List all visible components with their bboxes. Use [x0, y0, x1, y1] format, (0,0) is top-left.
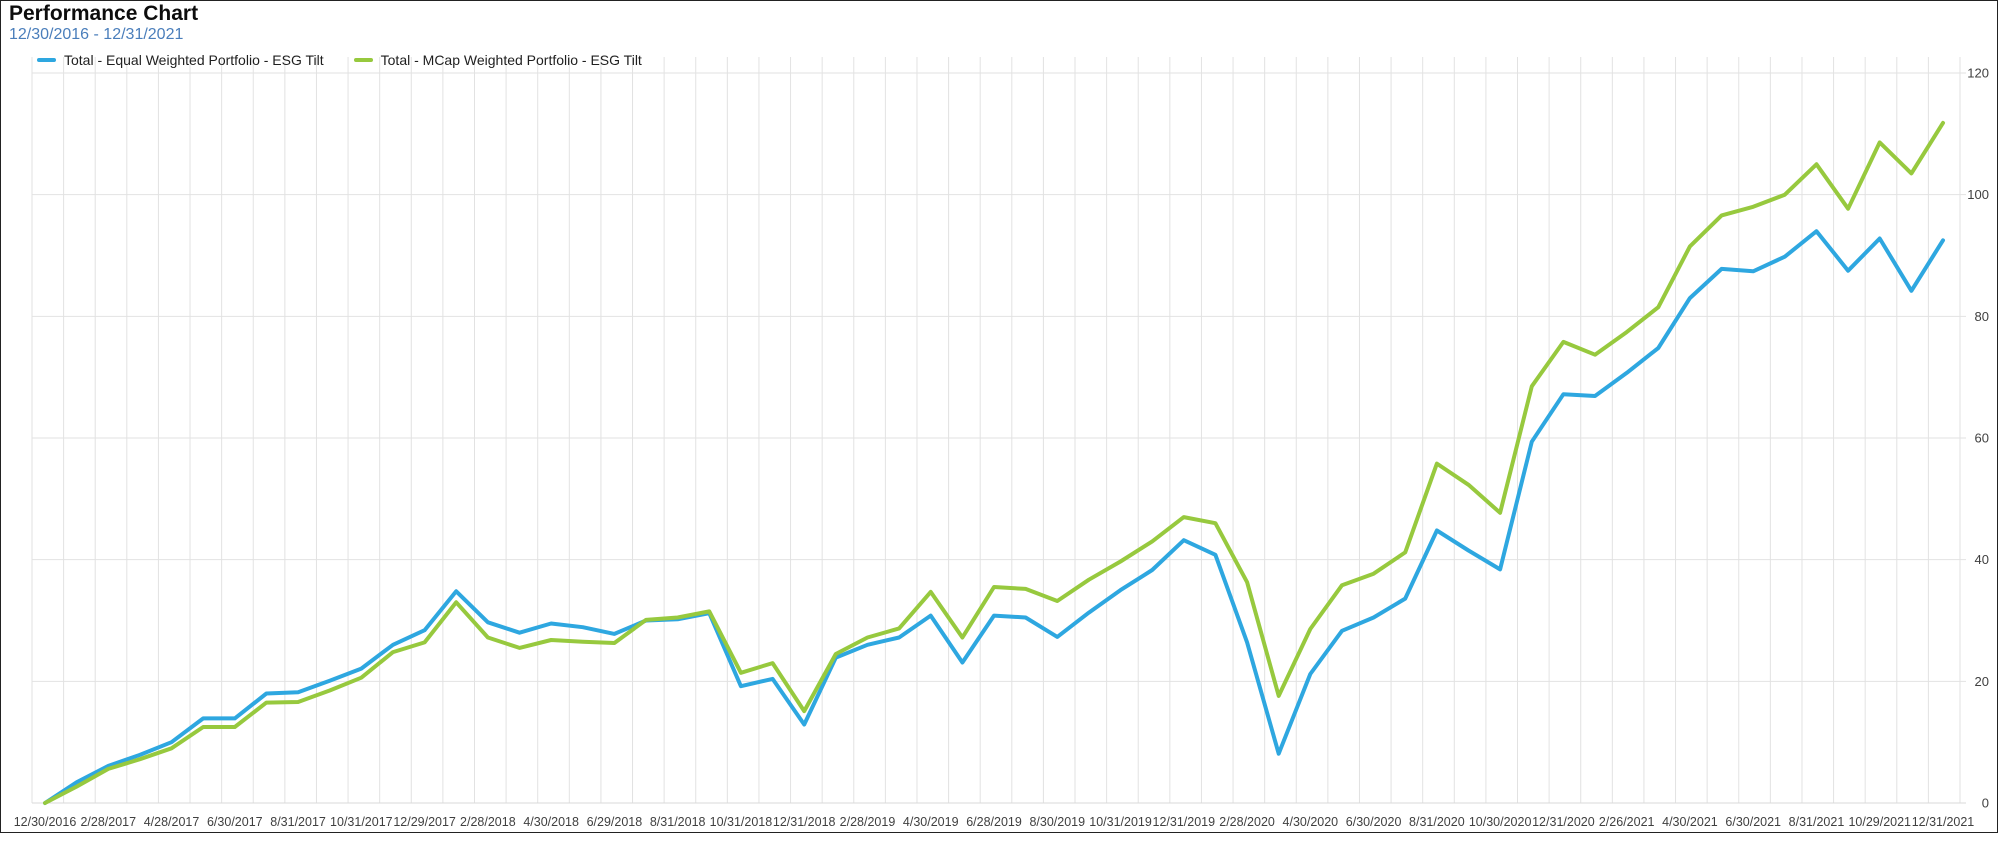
- x-tick-label: 10/29/2021: [1848, 815, 1911, 829]
- series-line-equal-weighted: [43, 229, 1945, 805]
- x-tick-label: 8/30/2019: [1029, 815, 1085, 829]
- x-tick-label: 4/30/2018: [523, 815, 579, 829]
- x-tick-label: 12/30/2016: [14, 815, 77, 829]
- series-line-mcap-weighted: [43, 120, 1945, 805]
- vertical-gridlines: [31, 57, 1961, 803]
- x-tick-label: 6/30/2020: [1346, 815, 1402, 829]
- y-tick-label: 40: [1975, 552, 1989, 567]
- x-tick-label: 2/26/2021: [1599, 815, 1655, 829]
- legend-swatch-mcap-weighted-icon: [353, 58, 373, 62]
- x-tick-label: 2/28/2018: [460, 815, 516, 829]
- x-tick-label: 4/30/2019: [903, 815, 959, 829]
- x-tick-label: 12/29/2017: [393, 815, 456, 829]
- y-tick-label: 100: [1967, 187, 1989, 202]
- x-axis-labels: 12/30/2016 2/28/2017 4/28/2017 6/30/2017 8/3…: [14, 815, 1975, 829]
- x-tick-label: 8/31/2017: [270, 815, 326, 829]
- x-tick-label: 6/30/2021: [1725, 815, 1781, 829]
- x-tick-label: 12/31/2018: [773, 815, 836, 829]
- y-tick-label: 20: [1975, 674, 1989, 689]
- y-tick-label: 60: [1975, 431, 1989, 446]
- x-tick-label: 12/31/2019: [1153, 815, 1216, 829]
- y-tick-label: 0: [1982, 796, 1989, 811]
- x-tick-label: 6/28/2019: [966, 815, 1022, 829]
- y-axis-labels: 0 20 40 60 80 100 120: [1967, 66, 1989, 811]
- x-tick-label: 10/31/2018: [710, 815, 773, 829]
- x-tick-label: 10/30/2020: [1469, 815, 1532, 829]
- x-tick-label: 8/31/2021: [1789, 815, 1845, 829]
- legend-label-equal-weighted: Total - Equal Weighted Portfolio - ESG T…: [64, 52, 324, 68]
- x-tick-label: 10/31/2019: [1089, 815, 1152, 829]
- x-tick-label: 6/29/2018: [587, 815, 643, 829]
- x-tick-label: 2/28/2017: [80, 815, 136, 829]
- y-tick-label: 80: [1975, 309, 1989, 324]
- x-tick-label: 10/31/2017: [330, 815, 393, 829]
- legend-swatch-equal-weighted-icon: [37, 58, 56, 62]
- x-tick-label: 2/28/2020: [1219, 815, 1275, 829]
- legend: Total - Equal Weighted Portfolio - ESG T…: [37, 52, 642, 68]
- legend-item-mcap-weighted: Total - MCap Weighted Portfolio - ESG Ti…: [353, 52, 642, 68]
- x-tick-label: 4/30/2020: [1283, 815, 1339, 829]
- legend-item-equal-weighted: Total - Equal Weighted Portfolio - ESG T…: [37, 52, 324, 68]
- x-tick-label: 8/31/2018: [650, 815, 706, 829]
- x-tick-label: 8/31/2020: [1409, 815, 1465, 829]
- x-tick-label: 4/28/2017: [144, 815, 200, 829]
- x-tick-label: 12/31/2020: [1532, 815, 1595, 829]
- y-tick-label: 120: [1967, 66, 1989, 81]
- legend-label-mcap-weighted: Total - MCap Weighted Portfolio - ESG Ti…: [380, 52, 642, 68]
- page-title: Performance Chart: [9, 2, 199, 25]
- x-tick-label: 4/30/2021: [1662, 815, 1718, 829]
- x-tick-label: 2/28/2019: [840, 815, 896, 829]
- x-tick-label: 6/30/2017: [207, 815, 263, 829]
- date-range-subtitle: 12/30/2016 - 12/31/2021: [9, 26, 184, 43]
- x-tick-label: 12/31/2021: [1912, 815, 1975, 829]
